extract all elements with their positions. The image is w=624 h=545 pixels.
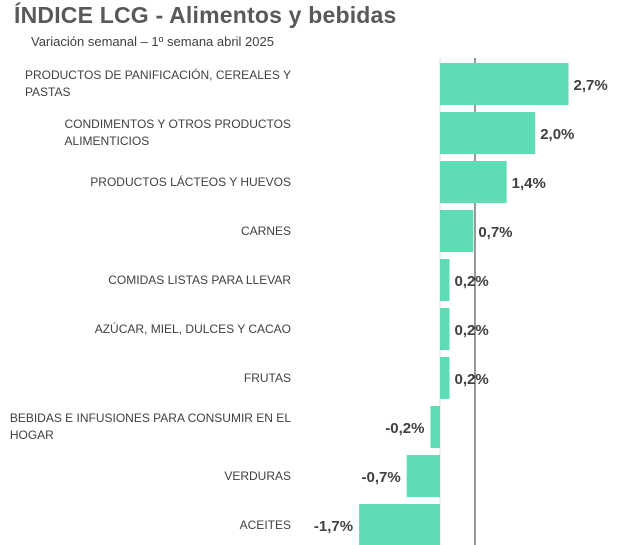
category-label: ACEITES bbox=[240, 518, 291, 532]
category-label: CARNES bbox=[241, 224, 291, 238]
data-label: 0,2% bbox=[455, 322, 489, 339]
bar bbox=[440, 210, 474, 252]
bar bbox=[440, 357, 450, 399]
data-label: -0,7% bbox=[361, 469, 400, 486]
data-label: -1,7% bbox=[314, 518, 353, 535]
data-label: 0,2% bbox=[455, 273, 489, 290]
bar bbox=[406, 455, 440, 497]
data-label: 2,0% bbox=[540, 126, 574, 143]
data-label: 0,2% bbox=[455, 371, 489, 388]
data-label: 1,4% bbox=[512, 175, 546, 192]
data-label: 0,7% bbox=[478, 224, 512, 241]
category-label: COMIDAS LISTAS PARA LLEVAR bbox=[108, 273, 291, 287]
bar bbox=[440, 259, 450, 301]
category-label: PRODUCTOS DE PANIFICACIÓN, CEREALES Y PAS… bbox=[25, 67, 291, 99]
chart-subtitle: Variación semanal – 1º semana abril 2025 bbox=[31, 34, 274, 49]
bar bbox=[359, 504, 440, 545]
category-label: PRODUCTOS LÁCTEOS Y HUEVOS bbox=[90, 174, 291, 189]
bar bbox=[430, 406, 440, 448]
category-label: VERDURAS bbox=[224, 469, 291, 483]
category-label: CONDIMENTOS Y OTROS PRODUCTOS ALIMENTICIO… bbox=[65, 117, 291, 148]
data-label: 2,7% bbox=[574, 77, 608, 94]
category-label: AZÚCAR, MIEL, DULCES Y CACAO bbox=[95, 321, 291, 336]
category-label: BEBIDAS E INFUSIONES PARA CONSUMIR EN EL… bbox=[10, 411, 292, 442]
chart-title: ÍNDICE LCG - Alimentos y bebidas bbox=[14, 2, 397, 28]
bar bbox=[440, 308, 450, 350]
data-label: -0,2% bbox=[385, 420, 424, 437]
bar bbox=[440, 63, 569, 105]
bar bbox=[440, 161, 507, 203]
bar bbox=[440, 112, 536, 154]
category-label: FRUTAS bbox=[244, 371, 291, 385]
